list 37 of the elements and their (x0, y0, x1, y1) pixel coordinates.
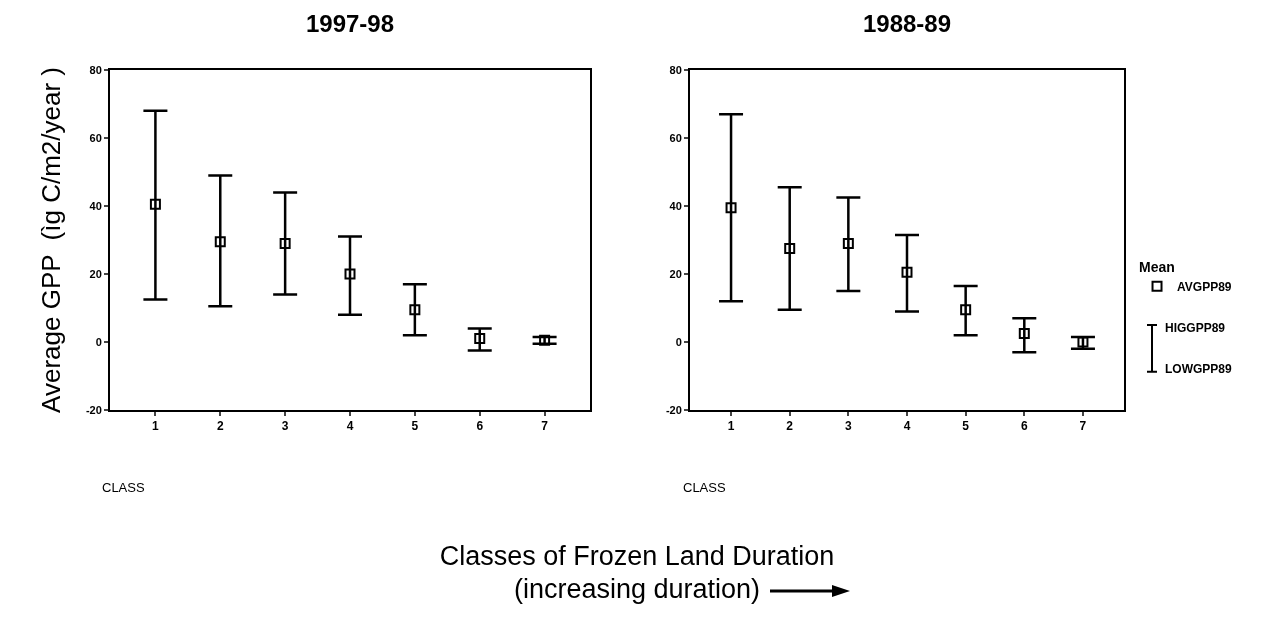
x-tick-label: 6 (1020, 419, 1028, 434)
x-tick-label: 7 (1079, 419, 1087, 434)
y-tick-label: 0 (95, 335, 102, 348)
x-tick-label: 1 (152, 419, 160, 434)
x-tick-label: 2 (216, 419, 224, 434)
y-tick-label: 40 (669, 199, 682, 212)
y-tick-label: -20 (665, 403, 682, 416)
y-tick-label: 40 (89, 199, 102, 212)
legend-title: Mean (1139, 258, 1175, 275)
x-tick-label: 3 (281, 419, 289, 434)
x-tick-label: 2 (786, 419, 794, 434)
y-tick-label: 0 (675, 335, 682, 348)
x-tick-label: 6 (476, 419, 484, 434)
text: (increasing duration) (512, 573, 762, 606)
y-axis-title: Average GPP (ìg C/m2/year ) (35, 67, 66, 413)
y-tick-label: 60 (89, 131, 102, 144)
x-tick-label: 1 (727, 419, 735, 434)
chart-title: 1997-98 (305, 10, 395, 38)
legend-label: AVGPP89 (1177, 279, 1232, 294)
text: HIGGPP89 (1165, 321, 1226, 335)
x-tick-label: 4 (346, 419, 354, 434)
text: LOWGPP89 (1165, 362, 1233, 376)
text: Classes of Frozen Land Duration (438, 540, 836, 573)
y-tick-label: -20 (85, 403, 102, 416)
x-tick-label: 5 (962, 419, 970, 434)
y-tick-label: 20 (89, 267, 102, 280)
x-axis-title: CLASS (102, 480, 145, 495)
y-tick-label: 60 (669, 131, 682, 144)
y-tick-label: 80 (89, 63, 102, 76)
x-tick-label: 5 (411, 419, 419, 434)
chart-title: 1988-89 (862, 10, 952, 38)
x-tick-label: 7 (541, 419, 549, 434)
x-axis-title: CLASS (683, 480, 726, 495)
y-tick-label: 20 (669, 267, 682, 280)
y-tick-label: 80 (669, 63, 682, 76)
x-tick-label: 4 (903, 419, 911, 434)
x-tick-label: 3 (845, 419, 853, 434)
